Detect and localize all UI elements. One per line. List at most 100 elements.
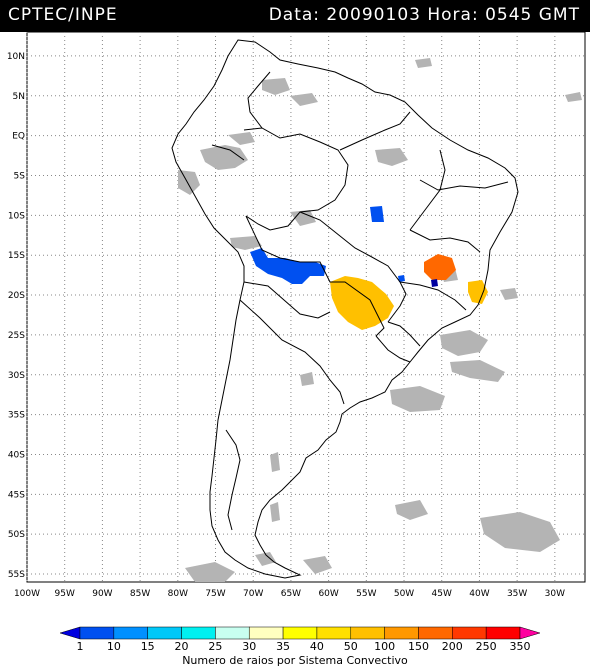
lat-tick-label: 25S <box>8 331 25 341</box>
time-label: Hora: <box>427 5 479 25</box>
lat-tick-label: 15S <box>8 251 25 261</box>
border <box>339 111 411 151</box>
cloud-area <box>262 78 290 95</box>
legend-swatch <box>147 626 182 640</box>
lon-tick-label: 55W <box>356 589 376 599</box>
date-value: 20090103 <box>326 5 421 25</box>
lat-tick-label: 45S <box>8 490 25 500</box>
legend-tick: 350 <box>510 640 531 653</box>
cloud-area <box>450 360 505 382</box>
legend-swatch <box>350 626 385 640</box>
legend-tick: 40 <box>310 640 324 653</box>
cloud-area <box>228 132 255 145</box>
cloud-areas <box>178 58 582 582</box>
legend-tick: 1 <box>77 640 84 653</box>
system-darkblue-dot <box>431 279 438 287</box>
legend-swatch <box>418 626 453 640</box>
cloud-area <box>395 500 428 520</box>
legend-tick: 150 <box>408 640 429 653</box>
legend-swatch <box>384 626 419 640</box>
border <box>243 281 331 319</box>
lon-tick-label: 60W <box>318 589 338 599</box>
cloud-area <box>565 92 582 102</box>
border <box>245 215 385 337</box>
border <box>243 127 349 231</box>
cloud-area <box>390 386 445 412</box>
legend-tick-labels: 1 10 15 20 25 30 35 40 50 100 150 200 250 350 <box>77 640 531 653</box>
lon-tick-label: 70W <box>243 589 263 599</box>
lat-tick-label: 5S <box>14 171 26 181</box>
latitude-labels: 10N 5N EQ 5S 10S 15S 20S 25S 30S 35S 40S 45S 50S 55S <box>7 52 25 580</box>
border <box>409 149 446 231</box>
lon-tick-label: 45W <box>432 589 452 599</box>
borders <box>171 39 519 579</box>
lon-tick-label: 50W <box>394 589 414 599</box>
border <box>247 71 271 129</box>
time-value: 0545 GMT <box>485 5 580 25</box>
legend-tick: 35 <box>276 640 290 653</box>
cloud-area <box>440 330 488 356</box>
legend-swatch <box>215 626 250 640</box>
legend-swatch <box>282 626 318 640</box>
legend-swatch <box>59 626 81 640</box>
cloud-area <box>255 552 276 566</box>
legend-tick: 25 <box>208 640 222 653</box>
cloud-area <box>270 502 280 522</box>
source-label: CPTEC/INPE <box>8 5 118 25</box>
system-orange <box>424 254 456 280</box>
legend-swatch <box>452 626 487 640</box>
system-blue <box>250 248 326 284</box>
cloud-area <box>480 512 560 552</box>
legend-tick: 20 <box>175 640 189 653</box>
cloud-area <box>185 562 235 582</box>
border <box>409 229 481 253</box>
border <box>399 281 467 311</box>
border <box>239 299 345 405</box>
legend-swatch <box>79 626 115 640</box>
border <box>419 179 509 191</box>
legend-tick: 100 <box>374 640 395 653</box>
date-label: Data: <box>268 5 321 25</box>
lon-tick-label: 35W <box>507 589 527 599</box>
cloud-area <box>270 452 280 472</box>
lat-tick-label: 35S <box>8 411 25 421</box>
legend-tick: 15 <box>141 640 155 653</box>
cloud-area <box>300 372 314 386</box>
lon-tick-label: 80W <box>168 589 188 599</box>
lat-tick-label: 20S <box>8 291 25 301</box>
lon-tick-label: 40W <box>469 589 489 599</box>
longitude-labels: 100W 95W 90W 85W 80W 75W 70W 65W 60W 55W 50W 45W 40W… <box>14 589 565 599</box>
legend-swatch <box>316 626 352 640</box>
coastline <box>171 39 519 579</box>
lat-tick-label: EQ <box>12 132 25 142</box>
lat-tick-label: 5N <box>13 92 25 102</box>
lon-tick-label: 90W <box>92 589 112 599</box>
lon-tick-label: 100W <box>14 589 40 599</box>
legend-tick: 30 <box>242 640 256 653</box>
border <box>299 211 407 323</box>
cloud-area <box>415 58 432 68</box>
header-bar: CPTEC/INPE Data: 20090103 Hora: 0545 GMT <box>0 0 590 32</box>
lat-tick-label: 30S <box>8 371 25 381</box>
border <box>225 429 241 531</box>
cloud-area <box>290 210 316 226</box>
legend-color-bar <box>59 626 541 640</box>
cloud-area <box>230 236 262 250</box>
lat-tick-label: 50S <box>8 530 25 540</box>
legend-swatch <box>113 626 148 640</box>
system-blue-dot <box>398 275 405 282</box>
cloud-area <box>303 556 332 574</box>
legend-swatch <box>181 626 216 640</box>
border <box>387 321 421 347</box>
cloud-area <box>290 93 318 106</box>
lon-tick-label: 75W <box>205 589 225 599</box>
system-yellow-east <box>468 280 488 304</box>
border <box>211 144 245 161</box>
lon-tick-label: 95W <box>55 589 75 599</box>
lon-tick-label: 65W <box>281 589 301 599</box>
lat-tick-label: 55S <box>8 570 25 580</box>
lat-tick-label: 40S <box>8 450 25 460</box>
lat-tick-label: 10S <box>8 211 25 221</box>
cloud-area <box>500 288 518 300</box>
